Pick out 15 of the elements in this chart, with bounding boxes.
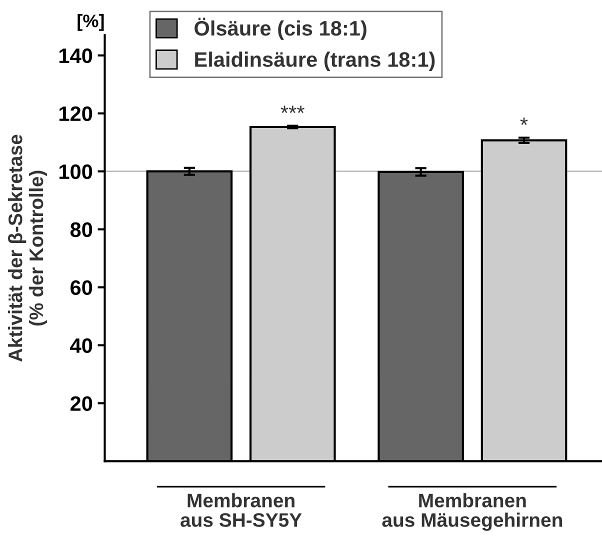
- y-tick-label: 20: [70, 396, 92, 411]
- annotation: ***: [280, 106, 304, 114]
- annotation: *: [520, 118, 528, 125]
- x-tick-label: Membranen aus Mäusegehirnen: [382, 493, 562, 531]
- x-tick-label: Membranen aus SH-SY5Y: [180, 493, 302, 527]
- legend-label: Elaidinsäure (trans 18:1): [195, 52, 435, 72]
- y-tick-label: 100: [60, 164, 92, 180]
- y-tick-label: 140: [60, 48, 92, 64]
- y-tick-label: 80: [70, 222, 92, 238]
- y-tick-label: 60: [70, 280, 92, 296]
- y-tick-label: 40: [70, 338, 92, 353]
- y-axis-title: Aktivität der β-Sekretase (% der Kontrolle): [8, 134, 48, 362]
- text: [%]: [78, 14, 104, 31]
- y-tick-label: 120: [60, 106, 92, 122]
- legend-label: Ölsäure (cis 18:1): [194, 18, 366, 40]
